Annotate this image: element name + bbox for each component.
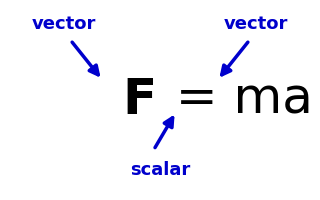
Text: scalar: scalar — [130, 161, 190, 179]
Text: = ma: = ma — [160, 76, 313, 124]
Text: vector: vector — [32, 15, 96, 33]
Text: vector: vector — [224, 15, 288, 33]
Text: F: F — [123, 76, 157, 124]
